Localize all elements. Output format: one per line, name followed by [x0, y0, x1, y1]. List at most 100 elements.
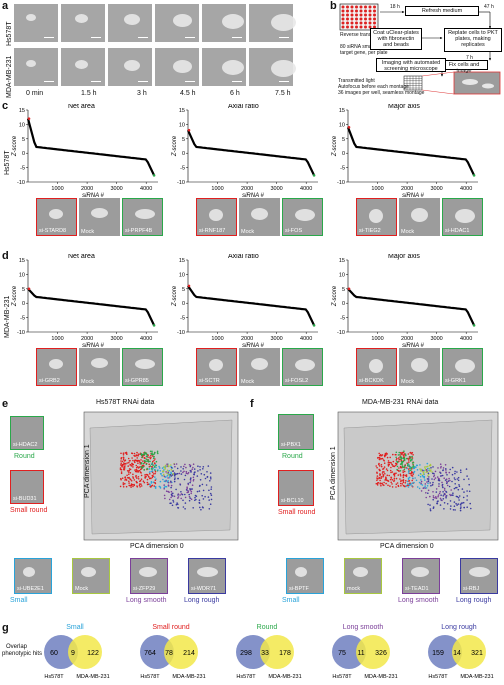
pca-point [454, 478, 456, 481]
pca-point [431, 478, 433, 480]
pca-point [165, 480, 167, 482]
pca-point [405, 474, 408, 476]
pca-point [187, 482, 189, 485]
top-hit-point [27, 287, 31, 291]
reverse-transfection-label: Reverse transfection [340, 32, 386, 38]
pca-point [391, 471, 394, 473]
pca-point [168, 476, 171, 479]
pca-point [165, 471, 167, 473]
pca-point [424, 468, 427, 470]
pca-point [401, 461, 404, 464]
pca-point [171, 495, 174, 497]
timelapse-frame [14, 48, 58, 86]
pca-point [158, 467, 161, 469]
pca-point [420, 482, 422, 485]
pca-point [425, 468, 428, 471]
pca-point [124, 479, 126, 481]
pca-point [436, 476, 439, 478]
pca-point [461, 488, 464, 490]
cell-shape [135, 359, 155, 369]
pca-point [122, 456, 125, 459]
pca-point [145, 475, 147, 478]
pca-point [154, 458, 156, 460]
venn-left-count: 159 [432, 650, 444, 657]
pca-point [453, 505, 456, 507]
bottom-hit-point [472, 324, 476, 327]
pca-xlabel-f: PCA dimension 0 [380, 543, 434, 550]
pca-point [392, 453, 394, 456]
pca-point [411, 485, 414, 487]
zscore-plot-title: Axial ratio [228, 104, 259, 110]
ytick-label: 10 [19, 272, 25, 278]
pca-point [406, 480, 409, 483]
venn-left-count: 75 [338, 650, 346, 657]
pca-point [162, 470, 164, 472]
venn-overlap-count: 14 [453, 650, 461, 657]
phenotype-thumbnail: si-STARD8 [36, 198, 77, 236]
pca-bottom-thumbnail: si-RBJ [460, 558, 498, 594]
pca-point [385, 482, 387, 485]
venn-circle-hs578t [428, 635, 462, 669]
xtick-label: 1000 [211, 186, 223, 192]
pca-point [378, 452, 380, 455]
pca-point [395, 472, 397, 474]
pca-point [448, 477, 450, 480]
pca-point [407, 483, 409, 485]
pca-point [380, 458, 383, 460]
ytick-label: -10 [337, 180, 345, 186]
pca-point [458, 485, 461, 488]
pca-point [412, 461, 415, 464]
pca-point [141, 454, 143, 456]
ytick-label: 10 [19, 122, 25, 128]
xtick-label: 1000 [51, 336, 63, 342]
xtick-label: 4000 [460, 336, 472, 342]
pca-point [402, 451, 405, 454]
pca-point [172, 473, 174, 475]
pca-point [210, 498, 213, 501]
pca-point [388, 461, 391, 464]
pca-point [122, 482, 125, 484]
workflow-diagram [339, 3, 501, 95]
pca-point [192, 507, 194, 509]
pca-point [163, 469, 165, 471]
pca-point [132, 477, 135, 479]
pca-point [407, 470, 410, 472]
pca-ylabel-e: PCA dimension 1 [84, 444, 91, 498]
pca-point [170, 475, 173, 477]
ytick-label: 5 [22, 137, 25, 143]
pca-point [176, 472, 179, 475]
pca-point [452, 492, 454, 494]
pca-point [120, 458, 122, 460]
pca-title-e: Hs578T RNAi data [96, 399, 155, 406]
pca-point [123, 468, 125, 471]
pca-point [442, 467, 445, 469]
xtick-label: 1000 [211, 336, 223, 342]
pca-point [142, 480, 145, 482]
pca-point [206, 471, 208, 473]
pca-point [423, 477, 426, 479]
venn-left-count: 60 [50, 650, 58, 657]
pca-point [419, 468, 421, 470]
pca-point [165, 485, 168, 488]
pca-point [129, 478, 131, 480]
phenotype-thumbnail: si-RNF187 [196, 198, 237, 236]
pca-scatter-mda [337, 411, 499, 541]
pca-point [165, 490, 168, 492]
top-hit-point [347, 125, 351, 129]
venn-diagram: Long smooth 75 11 326 Hs578T MDA-MB-231 [332, 624, 398, 680]
pca-point [380, 484, 382, 487]
pca-point [173, 472, 176, 474]
top-hit-point [187, 284, 191, 288]
pca-point [443, 493, 445, 495]
pca-point [470, 507, 472, 510]
pca-point [140, 472, 142, 474]
pca-point [188, 464, 191, 466]
pca-point [416, 486, 419, 488]
pca-point [402, 481, 405, 484]
pca-point [152, 455, 154, 457]
pca-point [194, 499, 196, 502]
time-label-2: 3 h [137, 90, 147, 97]
pca-point [468, 490, 471, 493]
pca-point [144, 451, 146, 454]
yaxis-label: Z-score [12, 285, 18, 307]
